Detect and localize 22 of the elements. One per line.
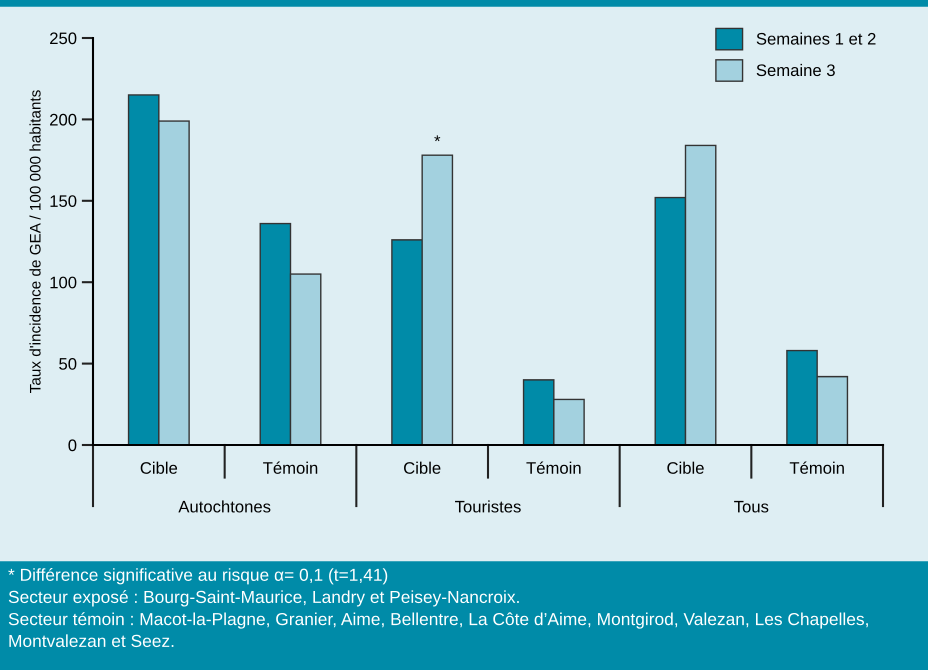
- y-tick-label: 0: [68, 439, 76, 452]
- x-tick-label: Cible: [667, 462, 704, 474]
- text: * Différence significative au risque α= 0,1 (t=1,41): [8, 568, 388, 584]
- text: Secteur témoin : Macot-la-Plagne, Granier, Aime, Bellentre, La Côte d’Aime, Montgirod, Valezan, Les Chapelles, Montvalezan et Seez.: [8, 612, 868, 648]
- x-tick-label: Témoin: [526, 461, 581, 474]
- x-tick-label: Témoin: [263, 461, 318, 474]
- y-axis-title: Taux d'incidence de GEA / 100 000 habitants: [29, 90, 41, 393]
- x-tick-label: Cible: [404, 462, 440, 474]
- annotation: *: [434, 135, 440, 142]
- text: Touristes: [455, 500, 521, 513]
- text: Secteur exposé : Bourg-Saint-Maurice, Landry et Peisey-Nancroix.: [8, 590, 519, 607]
- y-tick-label: 150: [50, 195, 76, 208]
- y-tick-label: 200: [50, 114, 76, 126]
- y-tick-label: 50: [59, 358, 76, 370]
- x-tick-label: Témoin: [790, 461, 844, 474]
- text: Autochtones: [178, 500, 270, 513]
- x-tick-label: Cible: [140, 462, 178, 474]
- legend-label: Semaine 3: [756, 64, 835, 76]
- y-tick-label: 250: [50, 32, 76, 44]
- legend-label: Semaines 1 et 2: [756, 32, 876, 45]
- text: Tous: [734, 500, 768, 513]
- y-tick-label: 100: [50, 276, 76, 288]
